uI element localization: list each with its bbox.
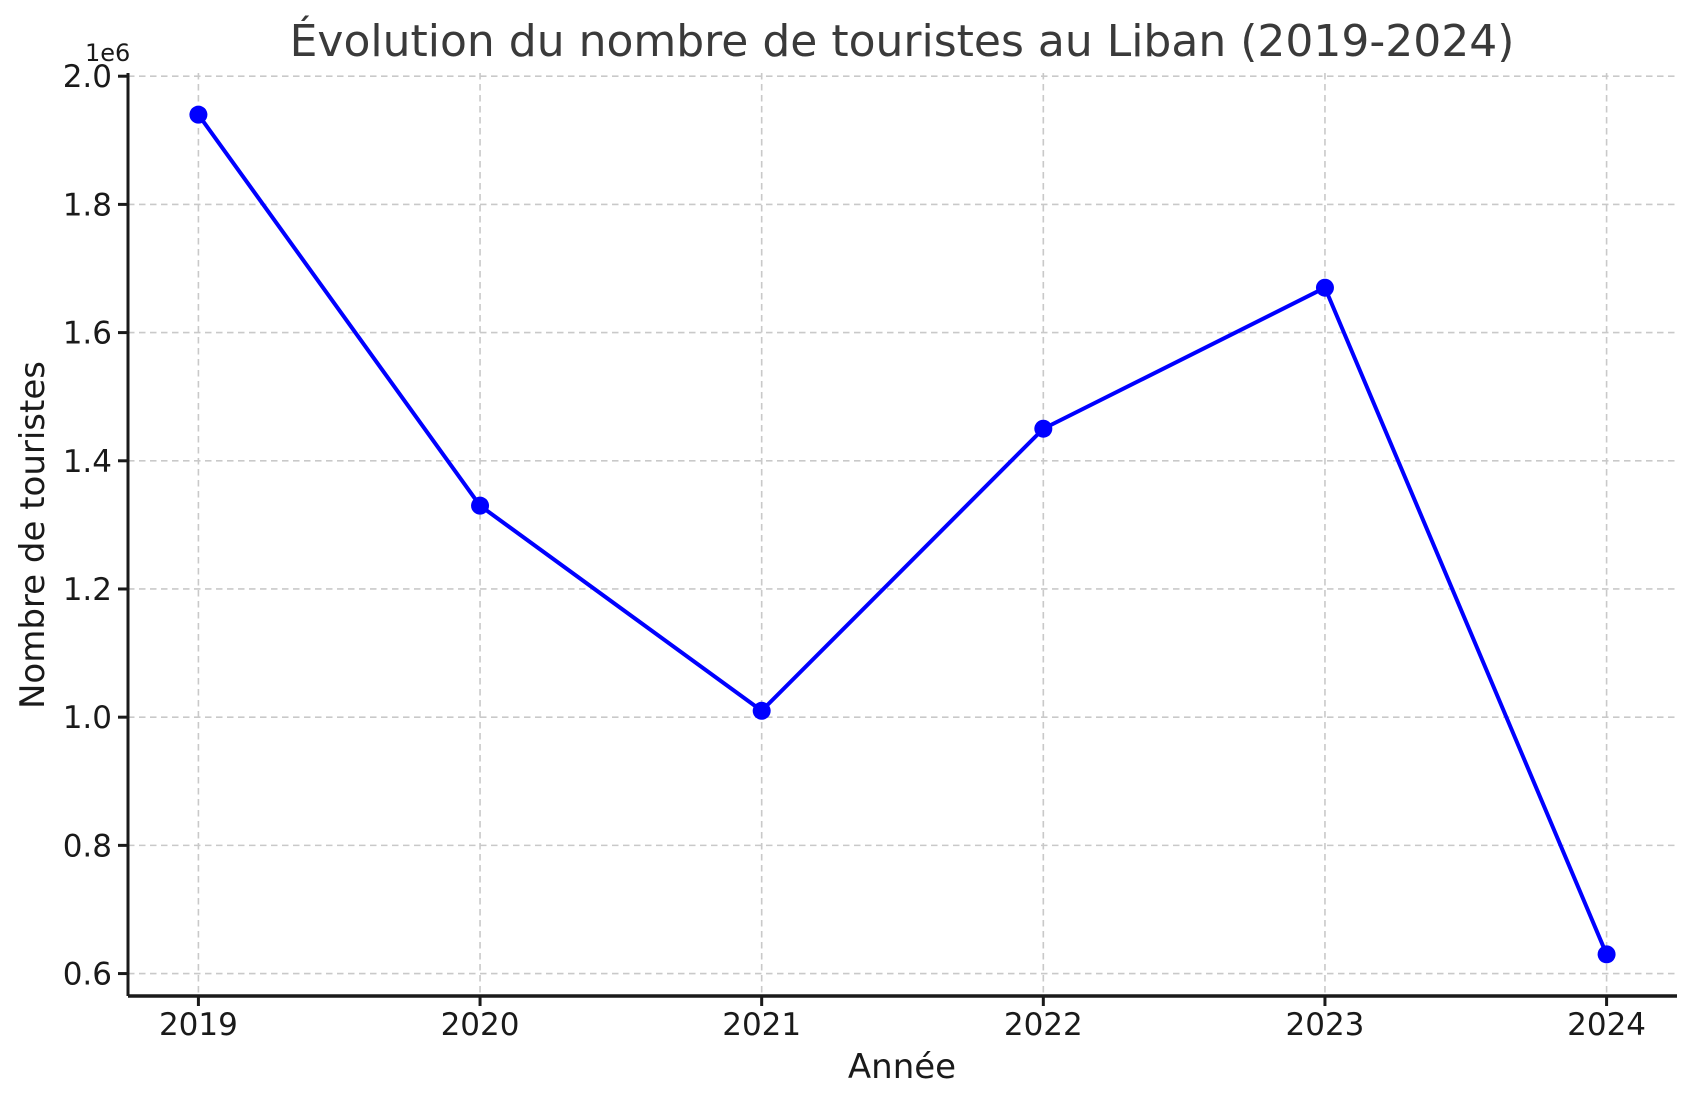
y-tick-label: 1.4: [63, 444, 112, 480]
axis-spines: [126, 73, 1677, 998]
x-axis-label: Année: [848, 1047, 956, 1087]
y-tick-labels: 0.6 0.8 1.0 1.2 1.4 1.6 1.8 2.0: [63, 59, 112, 992]
y-axis-offset-text: 1e6: [85, 39, 130, 67]
data-point-marker: [1597, 945, 1616, 964]
data-point-marker: [471, 496, 490, 515]
x-tick-label: 2022: [1004, 1007, 1083, 1043]
y-axis-label: Nombre de touristes: [13, 361, 53, 709]
y-tick-label: 0.8: [63, 828, 112, 864]
x-tick-label: 2020: [441, 1007, 520, 1043]
x-tick-labels: 2019 2020 2021 2022 2023 2024: [159, 1007, 1646, 1043]
data-point-marker: [1034, 419, 1053, 438]
data-point-marker: [1315, 278, 1334, 297]
series-line: [196, 112, 1609, 957]
y-tick-label: 0.6: [63, 957, 112, 993]
chart-title: Évolution du nombre de touristes au Liba…: [290, 14, 1515, 67]
y-tick-label: 1.0: [63, 700, 112, 736]
data-series: [189, 105, 1616, 964]
x-tick-label: 2019: [159, 1007, 238, 1043]
y-tick-label: 1.6: [63, 316, 112, 352]
data-point-marker: [189, 105, 208, 124]
y-tick-label: 1.8: [63, 187, 112, 223]
data-point-marker: [752, 701, 771, 720]
x-tick-marks: [196, 996, 1609, 1006]
x-gridlines: [197, 73, 1608, 996]
x-tick-label: 2024: [1567, 1007, 1646, 1043]
x-tick-label: 2023: [1286, 1007, 1365, 1043]
y-tick-label: 2.0: [63, 59, 112, 95]
y-tick-label: 1.2: [63, 572, 112, 608]
x-tick-label: 2021: [722, 1007, 801, 1043]
y-tick-marks: [118, 74, 128, 976]
y-gridlines: [128, 75, 1677, 975]
